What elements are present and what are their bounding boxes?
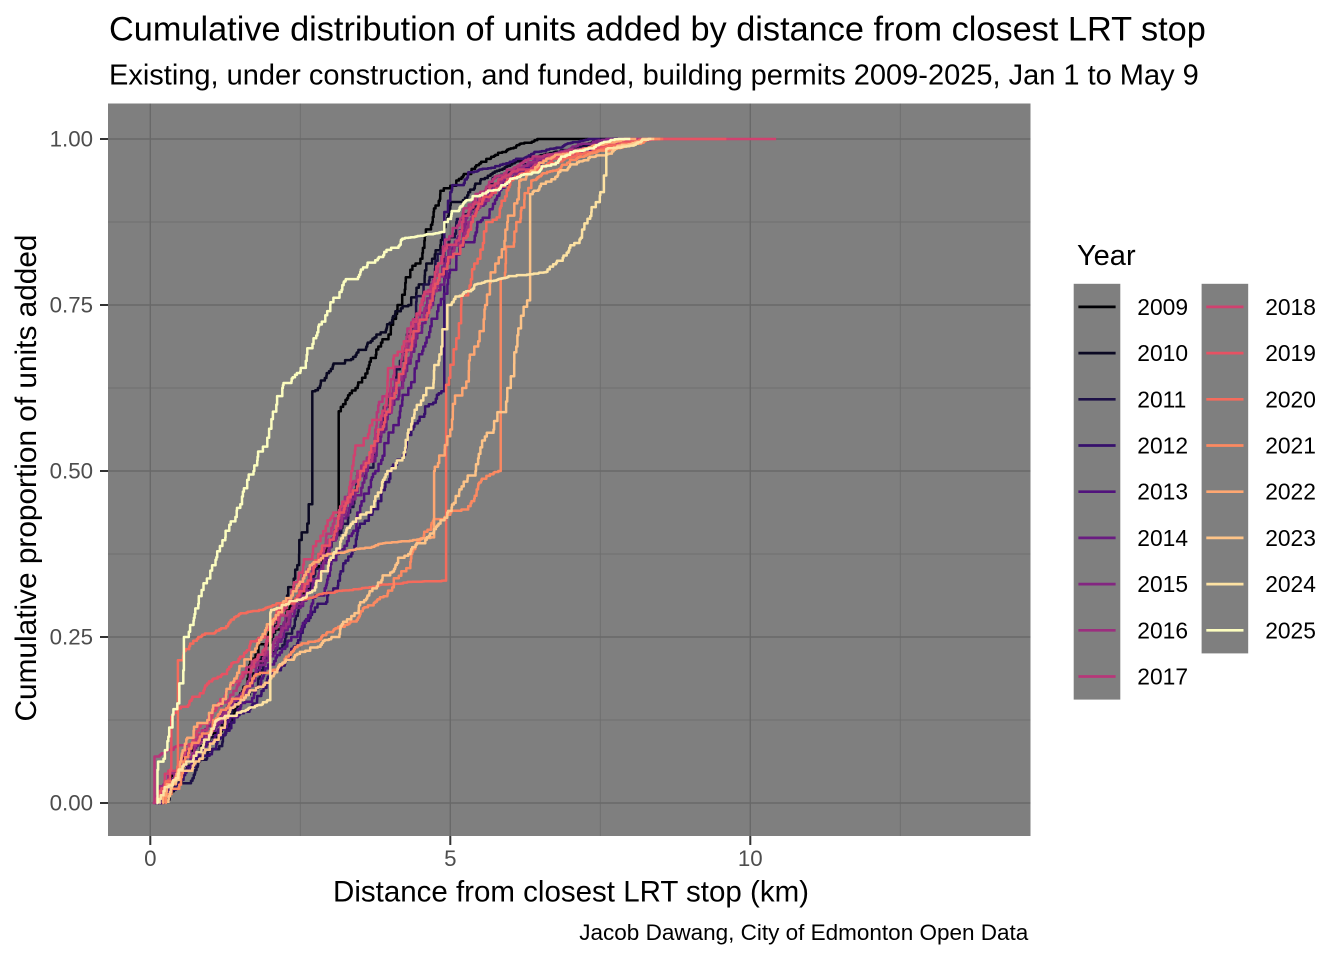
svg-text:2014: 2014 bbox=[1137, 525, 1188, 551]
svg-text:2022: 2022 bbox=[1265, 479, 1316, 505]
svg-text:Jacob Dawang, City of Edmonton: Jacob Dawang, City of Edmonton Open Data bbox=[579, 920, 1028, 945]
svg-text:2009: 2009 bbox=[1137, 294, 1188, 320]
svg-text:2011: 2011 bbox=[1137, 386, 1186, 412]
svg-text:10: 10 bbox=[738, 846, 763, 871]
svg-text:Distance from closest LRT stop: Distance from closest LRT stop (km) bbox=[333, 876, 809, 909]
svg-text:2016: 2016 bbox=[1137, 617, 1188, 643]
svg-text:2013: 2013 bbox=[1137, 479, 1188, 505]
svg-text:2023: 2023 bbox=[1265, 525, 1316, 551]
svg-text:2012: 2012 bbox=[1137, 433, 1188, 459]
svg-text:2020: 2020 bbox=[1265, 386, 1316, 412]
svg-text:0.00: 0.00 bbox=[50, 791, 93, 816]
svg-text:0.75: 0.75 bbox=[50, 293, 93, 318]
svg-text:Cumulative proportion of units: Cumulative proportion of units added bbox=[10, 235, 43, 722]
svg-text:Cumulative distribution of uni: Cumulative distribution of units added b… bbox=[109, 11, 1206, 49]
svg-text:2015: 2015 bbox=[1137, 571, 1188, 597]
svg-text:5: 5 bbox=[444, 846, 456, 871]
svg-text:1.00: 1.00 bbox=[50, 127, 93, 152]
svg-text:0.50: 0.50 bbox=[50, 459, 93, 484]
svg-text:2024: 2024 bbox=[1265, 571, 1316, 597]
svg-text:0: 0 bbox=[144, 846, 156, 871]
svg-text:2025: 2025 bbox=[1265, 617, 1316, 643]
svg-text:Year: Year bbox=[1077, 240, 1136, 272]
svg-text:2021: 2021 bbox=[1265, 433, 1316, 459]
svg-text:2018: 2018 bbox=[1265, 294, 1316, 320]
svg-text:2019: 2019 bbox=[1265, 340, 1316, 366]
svg-text:2017: 2017 bbox=[1137, 664, 1188, 690]
svg-text:0.25: 0.25 bbox=[50, 625, 93, 650]
svg-text:2010: 2010 bbox=[1137, 340, 1188, 366]
svg-text:Existing, under construction,: Existing, under construction, and funded… bbox=[109, 59, 1199, 91]
